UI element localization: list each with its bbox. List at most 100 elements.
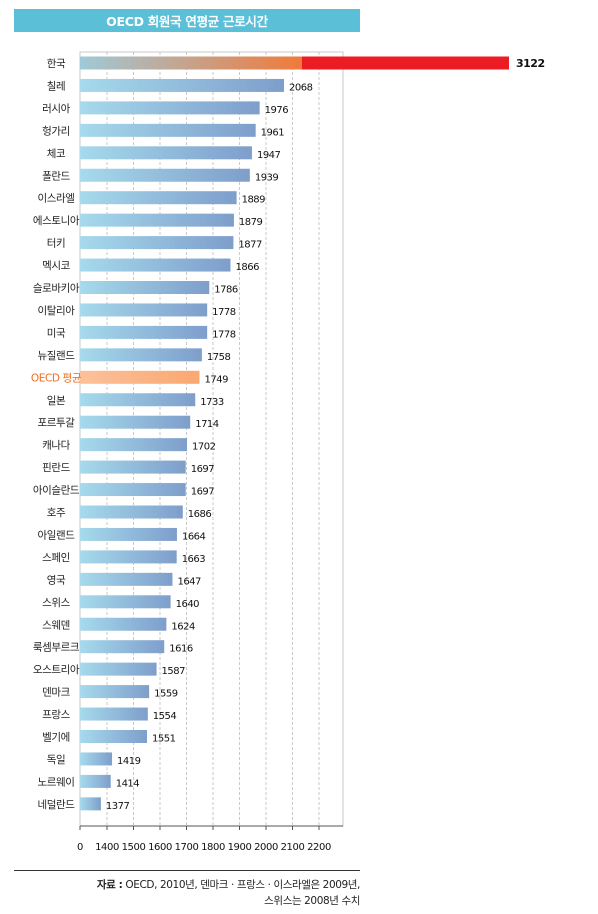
value-label: 1877 [238, 240, 262, 251]
bar [80, 774, 111, 788]
category-label: 일본 [47, 394, 66, 407]
source-line2: 스위스는 2008년 수치 [264, 895, 360, 907]
bar [80, 460, 186, 474]
category-label: 이탈리아 [37, 304, 75, 317]
category-label: 룩셈부르크 [33, 642, 80, 654]
bar [80, 662, 157, 676]
bar [80, 572, 173, 586]
bars [80, 56, 509, 811]
bar [80, 505, 183, 519]
value-label: 1377 [106, 801, 130, 812]
bar [80, 393, 196, 407]
category-label: 덴마크 [42, 687, 71, 699]
category-labels: 한국칠레러시아헝가리체코폴란드이스라엘에스토니아터키멕시코슬로바키아이탈리아미국… [31, 58, 82, 811]
bar [80, 730, 148, 743]
bar-korea [80, 56, 302, 70]
bar [80, 123, 256, 137]
bar [80, 483, 186, 497]
value-label: 2068 [289, 82, 313, 93]
bar [80, 101, 260, 115]
value-label: 1663 [182, 554, 206, 565]
x-tick-label: 2100 [281, 842, 305, 853]
category-label: 한국 [47, 58, 66, 70]
value-label: 1554 [153, 711, 177, 722]
x-tick-label: 1600 [148, 842, 172, 853]
bar [80, 213, 234, 227]
value-label: 1559 [154, 689, 178, 700]
category-label: 호주 [47, 507, 66, 519]
category-label: 터키 [47, 238, 66, 250]
x-tick-label: 1400 [95, 842, 119, 853]
category-label: 미국 [47, 327, 66, 339]
category-label: 벨기에 [42, 732, 70, 744]
value-label: 1961 [261, 127, 285, 138]
bar [80, 617, 167, 631]
value-label: 1686 [188, 509, 212, 520]
value-label: 1664 [182, 531, 206, 542]
value-label: 1976 [265, 105, 289, 116]
bar-oecd-average [80, 370, 200, 384]
x-tick-label: 0 [77, 842, 83, 853]
category-label: 영국 [47, 574, 66, 586]
value-label: 1702 [192, 442, 216, 453]
category-label: 캐나다 [42, 440, 71, 452]
bar [80, 236, 234, 250]
value-label: 1624 [171, 621, 195, 632]
value-label: 1647 [177, 576, 201, 587]
bar-korea-overflow [302, 56, 509, 70]
bar-chart: 한국칠레러시아헝가리체코폴란드이스라엘에스토니아터키멕시코슬로바키아이탈리아미국… [31, 51, 545, 853]
category-label: 폴란드 [42, 170, 71, 182]
source-line1: OECD, 2010년, 덴마크 · 프랑스 · 이스라엘은 2009년, [122, 879, 360, 891]
category-label: 독일 [47, 753, 66, 766]
value-label: 1939 [255, 172, 279, 183]
value-label: 1733 [200, 397, 224, 408]
value-label: 1551 [152, 734, 176, 745]
value-label: 1640 [176, 599, 200, 610]
bar [80, 325, 208, 339]
bar [80, 146, 252, 160]
category-label: 네덜란드 [37, 799, 75, 811]
value-label: 1587 [162, 666, 186, 677]
x-tick-label: 1500 [122, 842, 146, 853]
source-note: 자료 : OECD, 2010년, 덴마크 · 프랑스 · 이스라엘은 2009… [60, 877, 361, 909]
source-label: 자료 : [96, 879, 123, 891]
bar [80, 752, 113, 766]
category-label: 체코 [47, 148, 66, 160]
value-label: 1879 [239, 217, 263, 228]
category-label: 이스라엘 [37, 192, 74, 205]
bar [80, 415, 191, 429]
value-label: 1866 [235, 262, 259, 273]
bar [80, 438, 188, 452]
bar [80, 78, 285, 92]
bar [80, 595, 171, 609]
value-labels: 3122 2068 1976 1961 1947 1939 1889 1879 1877 1866… [106, 57, 545, 812]
value-label: 1778 [212, 307, 236, 318]
value-label: 1616 [169, 644, 193, 655]
bar [80, 550, 177, 564]
category-label: 슬로바키아 [33, 283, 80, 295]
value-label: 1749 [204, 374, 228, 385]
category-label: 프랑스 [42, 709, 71, 721]
category-label: OECD 평균 [31, 372, 82, 384]
x-tick-label: 1900 [228, 842, 252, 853]
category-label: 뉴질랜드 [37, 350, 75, 362]
category-label: 노르웨이 [37, 776, 74, 788]
x-tick-label: 1700 [175, 842, 199, 853]
value-label: 1889 [242, 195, 266, 206]
value-label: 1758 [207, 352, 231, 363]
x-tick-label: 1800 [201, 842, 225, 853]
bar [80, 303, 208, 317]
bar [80, 707, 148, 721]
category-label: 핀란드 [42, 462, 71, 474]
category-label: 에스토니아 [33, 215, 80, 227]
bar [80, 281, 210, 294]
category-label: 아이슬란드 [33, 485, 80, 497]
value-label: 1947 [257, 150, 281, 161]
bar [80, 191, 237, 205]
x-axis: 0 1400 1500 1600 1700 1800 1900 2000 2100 2200 [77, 825, 343, 853]
value-label: 1697 [191, 487, 215, 498]
category-label: 멕시코 [42, 260, 71, 272]
category-label: 스위스 [42, 596, 71, 609]
category-label: 헝가리 [42, 125, 70, 137]
value-label: 1778 [212, 329, 236, 340]
